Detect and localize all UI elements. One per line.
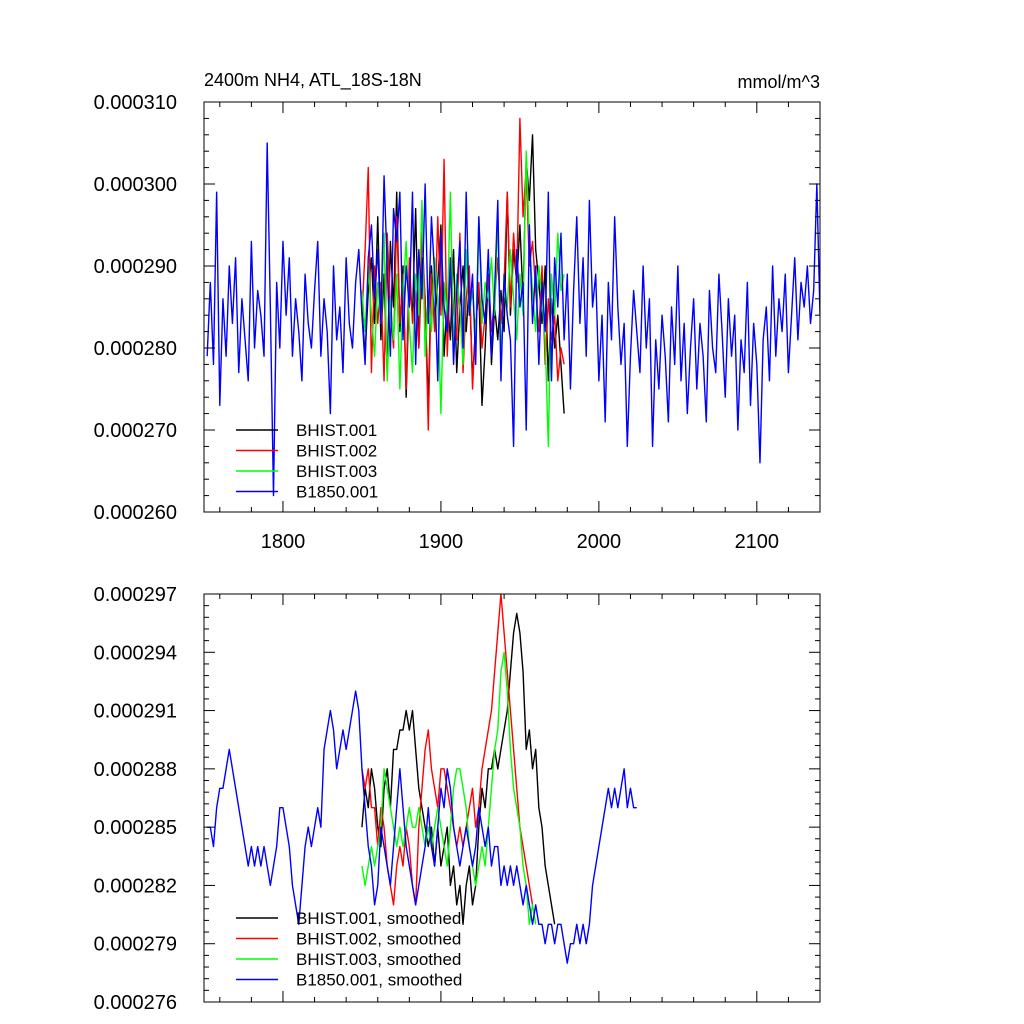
x-tick-label: 1900	[419, 531, 464, 553]
legend-label-4: B1850.001, smoothed	[296, 971, 462, 990]
legend-label-1: BHIST.001	[296, 421, 377, 440]
legend-label-1: BHIST.001, smoothed	[296, 909, 461, 928]
legend: BHIST.001, smoothed BHIST.002, smoothedBH…	[236, 909, 462, 990]
legend-label-4: B1850.001	[296, 483, 378, 502]
y-tick-label: 0.000294	[94, 642, 177, 664]
y-tick-label: 0.000285	[94, 817, 177, 839]
series-group	[207, 594, 637, 964]
x-tick-label: 2100	[735, 531, 780, 553]
top-panel: 0.000260 0.000270 0.000280 0.000290 0.000300…	[94, 92, 821, 553]
y-tick-label: 0.000290	[94, 256, 177, 278]
y-tick-label: 0.000280	[94, 338, 177, 360]
bottom-panel: 0.000276 0.000279 0.000282 0.000285 0.000288…	[94, 584, 821, 1014]
x-tick-label: 2000	[577, 531, 622, 553]
y-tick-label: 0.000270	[94, 420, 177, 442]
y-tick-label: 0.000291	[94, 701, 177, 723]
legend-label-3: BHIST.003	[296, 462, 377, 481]
series-group	[206, 117, 820, 497]
series-line-1	[361, 612, 556, 925]
legend-label-3: BHIST.003, smoothed	[296, 950, 461, 969]
units-label: mmol/m^3	[738, 72, 820, 92]
series-line-4	[206, 142, 820, 497]
y-tick-label: 0.000260	[94, 502, 177, 524]
x-tick-label: 1800	[261, 531, 306, 553]
series-line-4	[207, 690, 637, 964]
y-tick-label: 0.000279	[94, 934, 177, 956]
y-tick-label: 0.000288	[94, 759, 177, 781]
series-line-3	[361, 651, 537, 925]
y-tick-label: 0.000300	[94, 174, 177, 196]
plot-frame	[203, 593, 821, 1003]
plot-title: 2400m NH4, ATL_18S-18N	[204, 70, 422, 91]
legend-label-2: BHIST.002	[296, 442, 377, 461]
y-tick-label: 0.000297	[94, 584, 177, 606]
plot-frame	[203, 101, 821, 513]
legend-label-2: BHIST.002, smoothed	[296, 930, 461, 949]
y-tick-label: 0.000282	[94, 875, 177, 897]
y-tick-label: 0.000310	[94, 92, 177, 114]
y-tick-label: 0.000276	[94, 992, 177, 1014]
